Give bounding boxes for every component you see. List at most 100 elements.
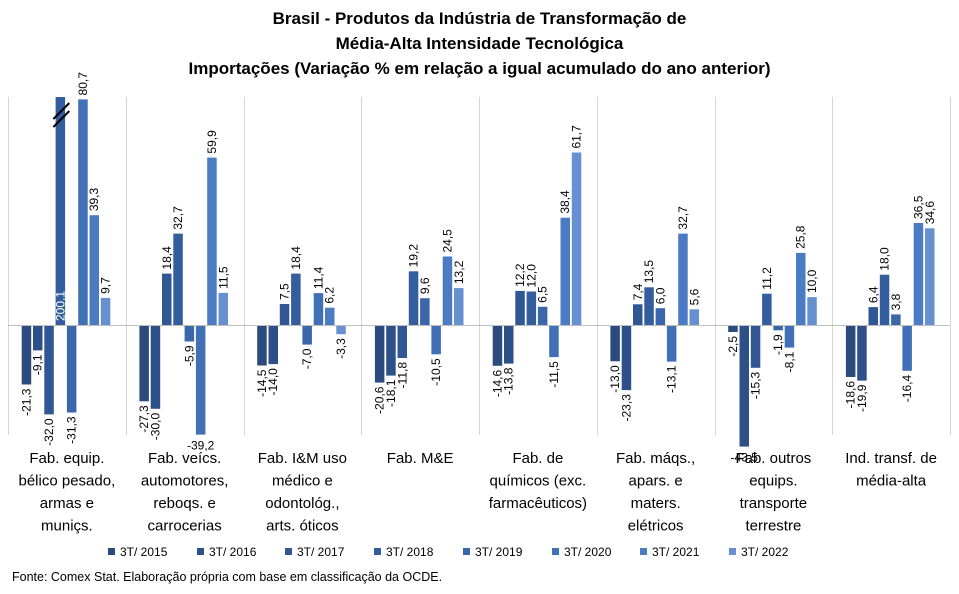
bar — [139, 325, 149, 402]
bar — [807, 297, 817, 325]
legend-label: 3T/ 2017 — [297, 545, 345, 559]
bar — [515, 290, 525, 325]
bar-value-label: -15,3 — [749, 371, 763, 399]
legend-label: 3T/ 2016 — [209, 545, 257, 559]
legend-swatch — [374, 548, 381, 555]
legend-swatch — [108, 548, 115, 555]
bar — [678, 233, 688, 325]
bar-value-label: 24,5 — [440, 229, 454, 253]
legend-label: 3T/ 2020 — [564, 545, 612, 559]
bar-value-label: 19,2 — [407, 244, 421, 268]
bar-value-label: 13,5 — [642, 260, 656, 284]
bar — [879, 274, 890, 325]
bar-value-label: -43,5 — [731, 451, 759, 465]
bar — [925, 228, 935, 325]
bar-value-label: -14,5 — [255, 369, 269, 397]
bar — [689, 309, 699, 325]
bar-value-label: -11,8 — [395, 362, 409, 389]
bar-value-label: 18,4 — [160, 246, 174, 270]
bar — [78, 99, 88, 326]
bar — [784, 325, 795, 348]
bar-value-label: 11,2 — [760, 267, 774, 290]
legend-label: 3T/ 2018 — [386, 545, 434, 559]
legend-swatch — [197, 548, 204, 555]
category-label: Fab. equip. bélico pesado, armas e muniçs. — [19, 450, 116, 535]
legend-swatch — [729, 548, 736, 555]
bar-value-label: -10,5 — [429, 358, 443, 386]
bar-value-label: -14,0 — [266, 368, 280, 396]
bar-value-label: 34,6 — [923, 201, 937, 225]
bar — [666, 325, 677, 362]
bar — [913, 223, 924, 325]
bar-value-label: -1,9 — [771, 334, 785, 355]
bar — [504, 325, 514, 364]
bar — [325, 307, 335, 325]
bar — [268, 325, 278, 365]
bar — [549, 325, 559, 358]
bar-value-label: 9,7 — [99, 277, 113, 294]
bar-value-label: -14,6 — [490, 369, 504, 397]
bar — [891, 314, 901, 325]
bar — [739, 325, 749, 447]
bar — [207, 157, 217, 325]
axis-break-mark — [52, 110, 71, 128]
bar-value-label: -11,5 — [547, 361, 561, 388]
bar-value-label: 5,6 — [687, 288, 701, 305]
bar-value-label: 7,4 — [631, 283, 645, 300]
bar-value-label: 25,8 — [794, 225, 808, 249]
bar-value-label: -8,1 — [782, 351, 796, 372]
bar — [431, 325, 441, 355]
bar — [55, 97, 66, 325]
bar-value-label: 18,0 — [878, 247, 892, 271]
bar — [33, 325, 43, 351]
bar-value-label: -31,3 — [65, 416, 79, 444]
bar-value-label: 6,2 — [323, 287, 337, 304]
bar — [21, 325, 32, 385]
bar-value-label: -27,3 — [137, 405, 151, 433]
legend-swatch — [640, 548, 647, 555]
bar — [902, 325, 912, 371]
legend-label: 3T/ 2019 — [475, 545, 523, 559]
bar-value-label: 11,4 — [311, 266, 325, 289]
bar-value-label: -39,2 — [187, 439, 215, 453]
legend-label: 3T/ 2021 — [652, 545, 700, 559]
bar-value-label: -7,0 — [300, 348, 314, 369]
bar — [386, 325, 396, 376]
category-label: Fab. veícs. automotores, reboqs. e carrocer… — [141, 450, 229, 535]
bar — [150, 325, 161, 409]
bar-value-label: 6,0 — [653, 287, 667, 304]
legend-swatch — [552, 548, 559, 555]
bar-value-label: 13,2 — [452, 260, 466, 284]
bar-value-label: 80,7 — [76, 72, 90, 96]
bar-value-label: 38,4 — [558, 190, 572, 214]
bar — [750, 325, 761, 368]
bar-value-label: -5,9 — [182, 345, 196, 366]
category-label: Fab. máqs., apars. e maters. elétricos — [616, 450, 695, 535]
category-label: Ind. transf. de média-alta — [845, 450, 937, 490]
bar-value-label: -21,3 — [19, 388, 33, 416]
legend-label: 3T/ 2015 — [120, 545, 168, 559]
bar-value-label: 7,5 — [278, 283, 292, 300]
bar-value-label: 61,7 — [570, 125, 584, 149]
category-label: Fab. outros equips. transporte terrestre — [735, 450, 811, 535]
category-label: Fab. I&M uso médico e odontológ., arts. óti… — [258, 450, 347, 535]
bar-value-label: 12,2 — [513, 263, 527, 287]
bar-value-label: -3,3 — [334, 338, 348, 359]
category-label: Fab. M&E — [387, 450, 454, 467]
bar — [173, 233, 183, 325]
bar-value-label: -13,1 — [665, 365, 679, 393]
bar — [655, 308, 666, 325]
axis-break-mark — [52, 102, 71, 120]
bar-value-label: -9,1 — [31, 354, 45, 375]
bar — [66, 325, 77, 413]
bar-value-label: -23,3 — [619, 394, 633, 422]
bar-value-label: 18,4 — [289, 246, 303, 270]
legend-label: 3T/ 2022 — [741, 545, 789, 559]
bar — [302, 325, 312, 345]
bar — [279, 304, 290, 325]
bar-value-label: 32,7 — [676, 206, 690, 230]
bar — [845, 325, 856, 377]
bar — [336, 325, 346, 335]
bar — [762, 293, 772, 325]
